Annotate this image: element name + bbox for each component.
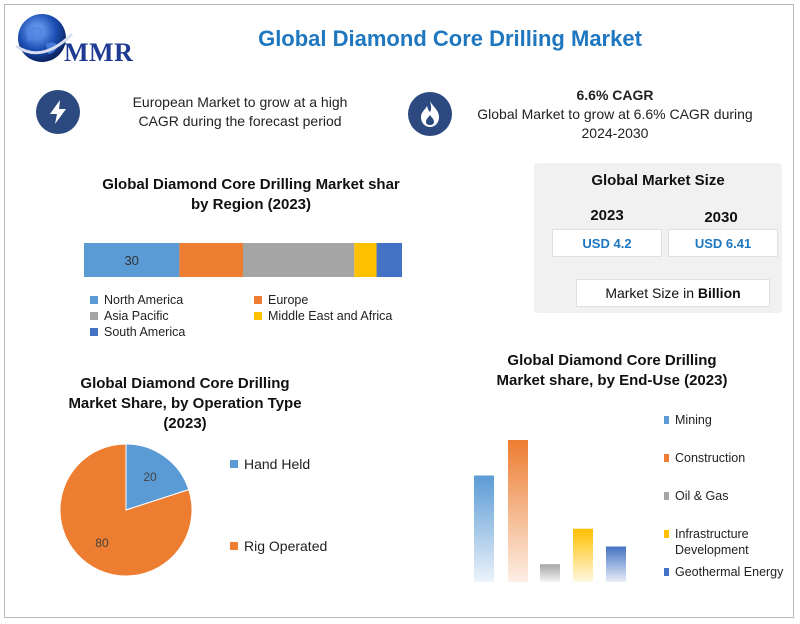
legend-label: South America [104,325,186,339]
operation-legend-item: Rig Operated [230,538,327,554]
legend-swatch [254,312,262,320]
year-2023-label: 2023 [590,207,624,224]
info-left-line1: European Market to grow at a high [132,94,348,110]
region-bar-data-label: 30 [124,253,138,268]
enduse-bar-oil-gas [540,564,560,582]
legend-swatch [664,492,669,500]
region-legend-item: Middle East and Africa [254,309,392,323]
operation-chart-title-line2: Market Share, by Operation Type [68,395,302,412]
enduse-chart-title-line2: Market share, by End-Use (2023) [496,372,728,389]
value-2023-box: USD 4.2 [552,229,662,257]
legend-swatch [664,568,669,576]
region-legend: North America Europe Asia Pacific Middle Ea… [90,293,410,341]
legend-swatch [664,530,669,538]
region-legend-item: Europe [254,293,308,307]
enduse-bar-construction [508,440,528,582]
info-left-line2: CAGR during the forecast period [138,113,342,129]
enduse-chart-title: Global Diamond Core Drilling Market shar… [462,351,762,391]
legend-label-line: Mining [675,413,712,427]
legend-label-line: Geothermal Energy [675,565,784,579]
enduse-legend-item: Infrastructure Development [664,526,749,558]
enduse-legend-item: Oil & Gas [664,488,729,504]
enduse-legend-item: Mining [664,412,712,428]
market-size-note: Market Size in Billion [576,279,770,307]
legend-label-line: Oil & Gas [675,489,729,503]
legend-label: Europe [268,293,309,307]
value-2023: USD 4.2 [582,235,632,251]
region-chart-title-line2: by Region (2023) [190,196,312,213]
legend-label: North America [104,293,184,307]
legend-label: Geothermal Energy [675,564,783,580]
legend-label: Asia Pacific [104,309,169,323]
market-size-title: Global Market Size [591,172,725,189]
enduse-bar-infrastructure-development [573,528,593,582]
region-bar-segment-south-america [376,243,402,277]
logo: MMR [12,8,162,68]
legend-swatch [230,460,238,468]
pie-data-label: 20 [143,470,157,484]
legend-label-line: Development [675,543,749,557]
legend-label: Hand Held [244,456,311,472]
logo-text: MMR [64,38,134,67]
region-bar-segment-middle-east-and-africa [354,243,377,277]
value-2030: USD 6.41 [694,235,752,251]
region-stacked-bar: 30 [84,243,402,277]
region-legend-item: Asia Pacific [90,309,169,323]
legend-label: Middle East and Africa [268,309,393,323]
enduse-bar-mining [474,475,494,582]
legend-label-line: Construction [675,451,746,465]
value-2030-box: USD 6.41 [668,229,778,257]
market-size-note-prefix: Market Size in [605,285,698,301]
pie-slice-rig-operated [59,443,193,577]
info-left-text: European Market to grow at a high CAGR d… [110,93,370,131]
cagr-heading: 6.6% CAGR [576,87,654,103]
flame-icon [408,92,452,136]
enduse-bar-geothermal-energy [606,546,626,582]
year-2030-label: 2030 [704,209,738,226]
enduse-legend: Mining Construction Oil & Gas Infrastructur… [664,412,788,582]
operation-chart-title-line1: Global Diamond Core Drilling [80,375,290,392]
enduse-bar-chart [474,440,626,582]
operation-legend: Hand Held Rig Operated [230,456,350,556]
enduse-legend-item: Construction [664,450,745,466]
operation-chart-title: Global Diamond Core Drilling Market Shar… [40,374,330,434]
operation-legend-item: Hand Held [230,456,310,472]
legend-swatch [90,312,98,320]
lightning-icon [36,90,80,134]
legend-label-line: Infrastructure [675,527,749,541]
enduse-chart-title-line1: Global Diamond Core Drilling [507,352,717,369]
info-right-line2: 2024-2030 [581,125,649,141]
region-bar-segment-north-america [84,243,180,277]
region-legend-item: North America [90,293,183,307]
legend-label: Oil & Gas [675,488,729,504]
legend-swatch [254,296,262,304]
info-right-line1: Global Market to grow at 6.6% CAGR durin… [477,106,753,122]
enduse-legend-item: Geothermal Energy [664,564,783,580]
operation-chart-title-line3: (2023) [163,415,207,432]
region-bar-segment-europe [179,243,243,277]
region-chart-title: Global Diamond Core Drilling Market shar… [86,175,416,215]
region-chart-title-line1: Global Diamond Core Drilling Market shar [102,176,400,193]
globe-icon [15,14,74,62]
market-size-note-unit: Billion [697,285,741,301]
legend-label: Mining [675,412,712,428]
info-right-text: 6.6% CAGR Global Market to grow at 6.6% … [470,86,760,143]
legend-swatch [90,328,98,336]
legend-swatch [90,296,98,304]
infographic-frame [4,4,794,618]
legend-label: Rig Operated [244,538,328,554]
legend-label: Construction [675,450,745,466]
region-legend-item: South America [90,325,185,339]
region-bar-segment-asia-pacific [243,243,355,277]
legend-label: Infrastructure Development [675,526,749,558]
page-title: Global Diamond Core Drilling Market [258,26,642,51]
legend-swatch [230,542,238,550]
legend-swatch [664,454,669,462]
pie-slice-hand-held [125,443,190,511]
legend-swatch [664,416,669,424]
pie-data-label: 80 [95,536,109,550]
